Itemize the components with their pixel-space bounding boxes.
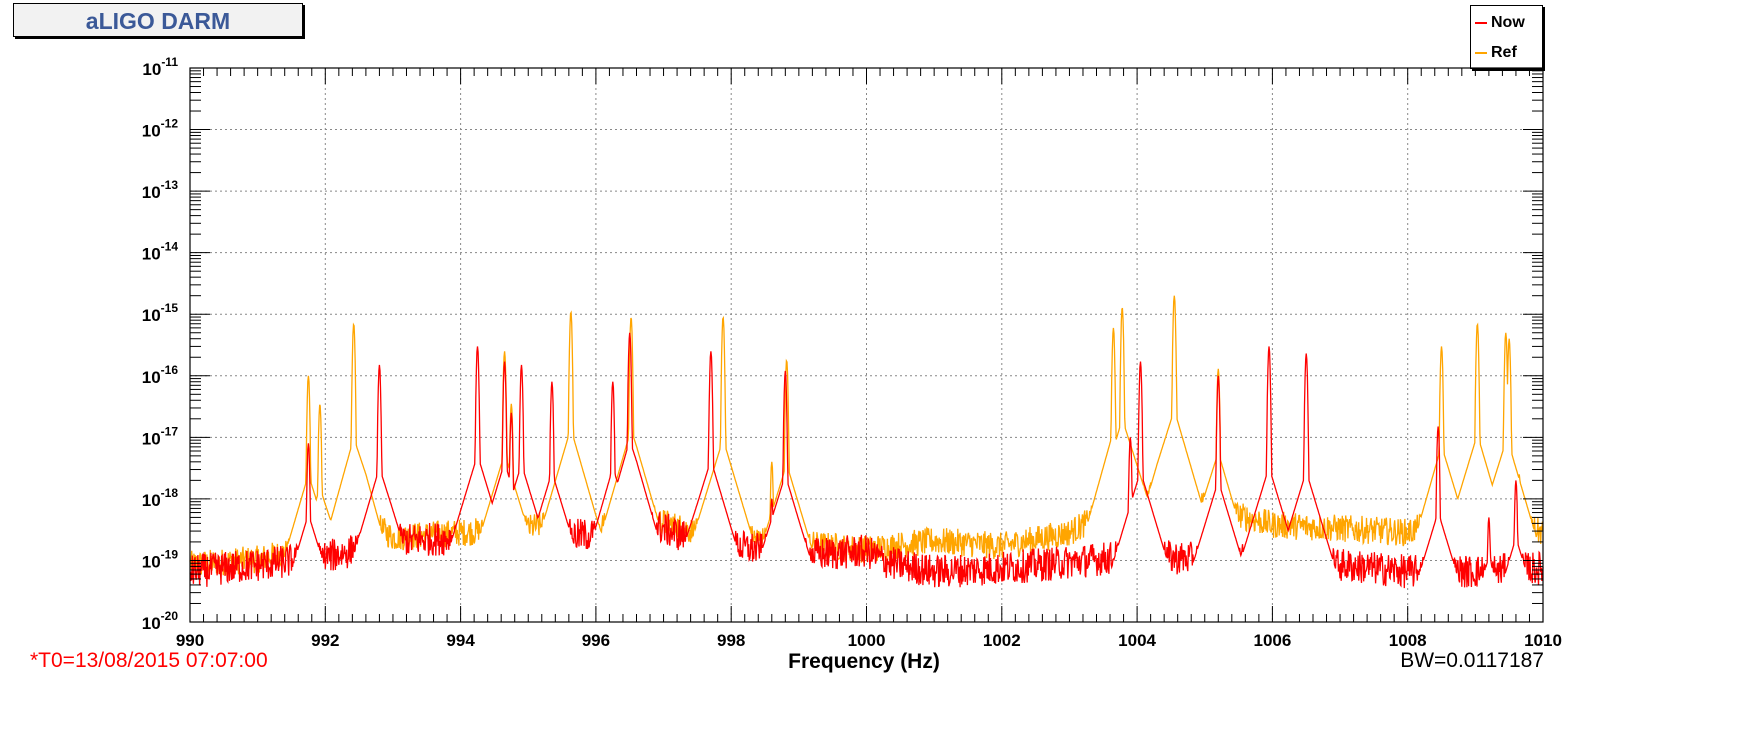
bandwidth-label: BW=0.0117187 xyxy=(1400,649,1544,672)
y-tick-label: 10-14 xyxy=(142,240,179,264)
y-tick-label: 10-15 xyxy=(142,301,179,325)
x-tick-label: 992 xyxy=(311,631,339,650)
y-tick-label: 10-19 xyxy=(142,547,179,571)
legend-label-now: Now xyxy=(1491,14,1525,31)
series-line-now xyxy=(189,332,1544,589)
y-tick-label: 10-20 xyxy=(142,609,179,633)
y-tick-label: 10-17 xyxy=(142,424,179,448)
legend-item-ref: Ref xyxy=(1475,42,1517,64)
x-tick-label: 994 xyxy=(446,631,475,650)
x-tick-label: 1002 xyxy=(983,631,1021,650)
x-tick-label: 1000 xyxy=(848,631,886,650)
x-tick-label: 996 xyxy=(582,631,610,650)
legend-swatch-now xyxy=(1475,22,1487,24)
grid-lines xyxy=(190,68,1543,622)
legend-label-ref: Ref xyxy=(1491,44,1517,61)
t0-timestamp: *T0=13/08/2015 07:07:00 xyxy=(30,649,268,672)
legend-swatch-ref xyxy=(1475,52,1487,54)
y-tick-label: 10-16 xyxy=(142,363,179,387)
tick-marks xyxy=(189,68,1544,623)
x-tick-label: 998 xyxy=(717,631,745,650)
x-tick-label: 1004 xyxy=(1118,631,1156,650)
chart-title: aLIGO DARM xyxy=(85,8,231,34)
x-tick-label: 1006 xyxy=(1253,631,1291,650)
y-tick-label: 10-12 xyxy=(142,117,179,141)
x-tick-label: 1008 xyxy=(1389,631,1427,650)
y-tick-label: 10-11 xyxy=(142,55,178,79)
y-tick-label: 10-13 xyxy=(142,178,179,202)
x-tick-label: 1010 xyxy=(1524,631,1562,650)
title-box: aLIGO DARM xyxy=(13,3,303,37)
x-axis-label: Frequency (Hz) xyxy=(788,650,940,673)
y-tick-label: 10-18 xyxy=(142,486,179,510)
x-tick-label: 990 xyxy=(176,631,204,650)
legend-item-now: Now xyxy=(1475,12,1525,34)
